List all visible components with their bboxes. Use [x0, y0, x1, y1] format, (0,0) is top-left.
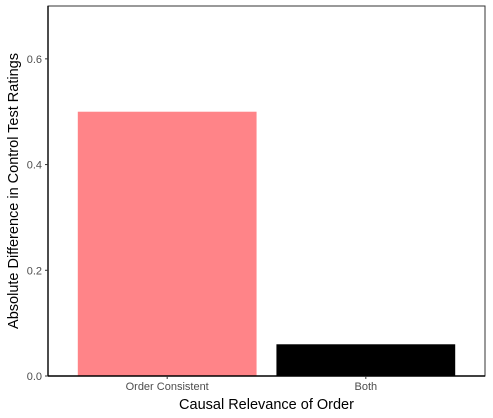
y-tick-label: 0.2: [27, 265, 42, 277]
bar-both: [276, 344, 456, 376]
x-tick-label: Order Consistent: [126, 381, 209, 393]
y-axis-ticks: 0.0 0.2 0.4 0.6: [27, 54, 48, 383]
y-tick-label: 0.6: [27, 54, 42, 66]
x-axis-ticks: Order Consistent Both: [126, 376, 377, 393]
bar-order-consistent: [77, 111, 257, 376]
x-tick-label: Both: [354, 381, 377, 393]
bars-layer: [77, 111, 456, 376]
y-tick-label: 0.4: [27, 160, 42, 172]
y-tick-label: 0.0: [27, 371, 42, 383]
x-axis-title: Causal Relevance of Order: [179, 397, 354, 413]
y-axis-title: Absolute Difference in Control Test Rati…: [6, 53, 22, 329]
